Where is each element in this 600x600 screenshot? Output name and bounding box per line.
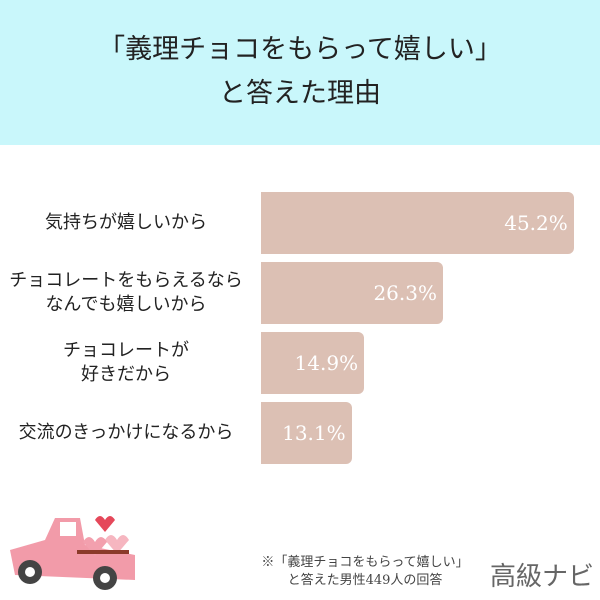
truck-illustration xyxy=(10,516,135,590)
title-banner: 「義理チョコをもらって嬉しい」 と答えた理由 xyxy=(0,0,600,145)
bar: 45.2% xyxy=(261,192,574,254)
logo: 高級ナビ xyxy=(490,562,595,592)
category-label: 気持ちが嬉しいから xyxy=(45,212,207,233)
category-label: チョコレートが 好きだから xyxy=(63,340,189,385)
category-label: 交流のきっかけになるから xyxy=(18,422,234,443)
value-label: 14.9% xyxy=(294,351,359,375)
bar: 26.3% xyxy=(261,262,443,324)
category-label: チョコレートをもらえるなら なんでも嬉しいから xyxy=(9,270,243,315)
value-label: 45.2% xyxy=(504,211,568,235)
footnote: ※「義理チョコをもらって嬉しい」 と答えた男性449人の回答 xyxy=(261,555,469,588)
value-label: 13.1% xyxy=(282,421,346,445)
bar: 13.1% xyxy=(261,402,352,464)
bar: 14.9% xyxy=(261,332,365,394)
chart-title-line2: と答えた理由 xyxy=(219,78,381,109)
chart-title-line1: 「義理チョコをもらって嬉しい」 xyxy=(98,34,502,65)
value-label: 26.3% xyxy=(373,281,437,305)
